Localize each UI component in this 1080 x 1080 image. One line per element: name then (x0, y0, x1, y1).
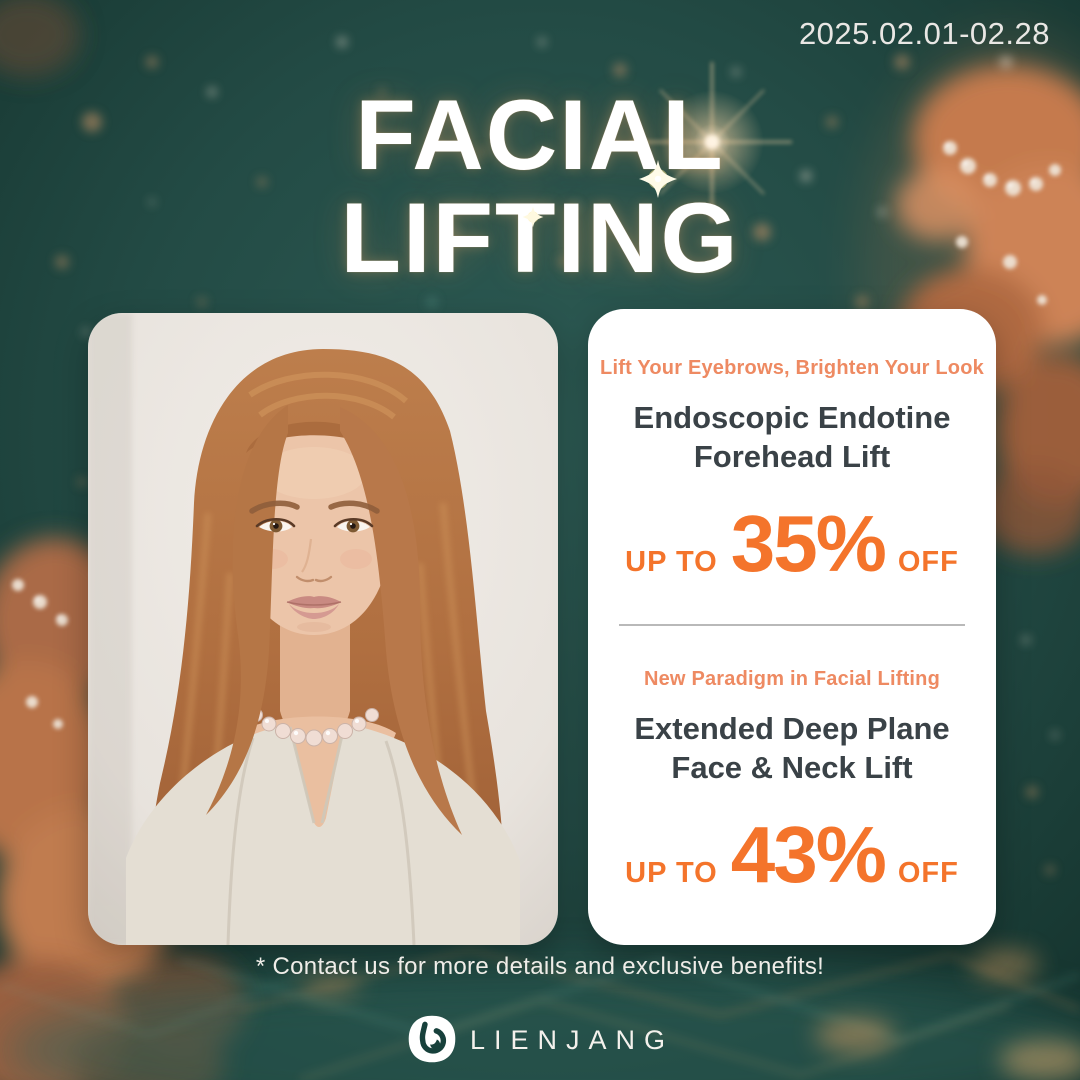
discount-percent: 35% (730, 499, 887, 589)
up-to-label: UP TO (625, 546, 718, 579)
offer-name: Extended Deep Plane Face & Neck Lift (634, 709, 949, 787)
brand-name: LIENJANG (469, 1024, 675, 1055)
offers-card: Lift Your Eyebrows, Brighten Your Look E… (588, 309, 996, 945)
portrait-illustration (88, 313, 558, 945)
contact-footnote: * Contact us for more details and exclus… (255, 953, 825, 980)
promo-date-range: 2025.02.01-02.28 (798, 16, 1050, 51)
offer-name-line-1: Extended Deep Plane (634, 711, 950, 747)
offer-name-line-2: Forehead Lift (693, 439, 891, 475)
lens-flare-glow (632, 62, 792, 222)
offer-tagline: Lift Your Eyebrows, Brighten Your Look (600, 357, 984, 379)
up-to-label: UP TO (625, 857, 718, 890)
off-label: OFF (897, 857, 959, 890)
off-label: OFF (897, 546, 959, 579)
title-line-1: FACIAL (355, 79, 725, 190)
card-divider (619, 624, 965, 627)
discount-line: UP TO 35% OFF (625, 504, 959, 584)
lienjang-monogram-icon (408, 1015, 456, 1063)
offer-name-line-2: Face & Neck Lift (671, 750, 913, 786)
pearl-strings (12, 141, 1061, 729)
discount-line: UP TO 43% OFF (625, 815, 959, 895)
offer-name: Endoscopic Endotine Forehead Lift (634, 398, 951, 476)
poster-title: FACIAL LIFTING (0, 79, 1080, 293)
offer-name-line-1: Endoscopic Endotine (633, 400, 951, 435)
brand-logo: LIENJANG (0, 1012, 1080, 1066)
offer-tagline: New Paradigm in Facial Lifting (643, 668, 941, 691)
model-portrait-photo (88, 313, 558, 945)
pearl-necklace (249, 708, 379, 747)
title-line-2: LIFTING (340, 181, 740, 293)
eyes (255, 517, 374, 533)
discount-percent: 43% (730, 810, 887, 900)
